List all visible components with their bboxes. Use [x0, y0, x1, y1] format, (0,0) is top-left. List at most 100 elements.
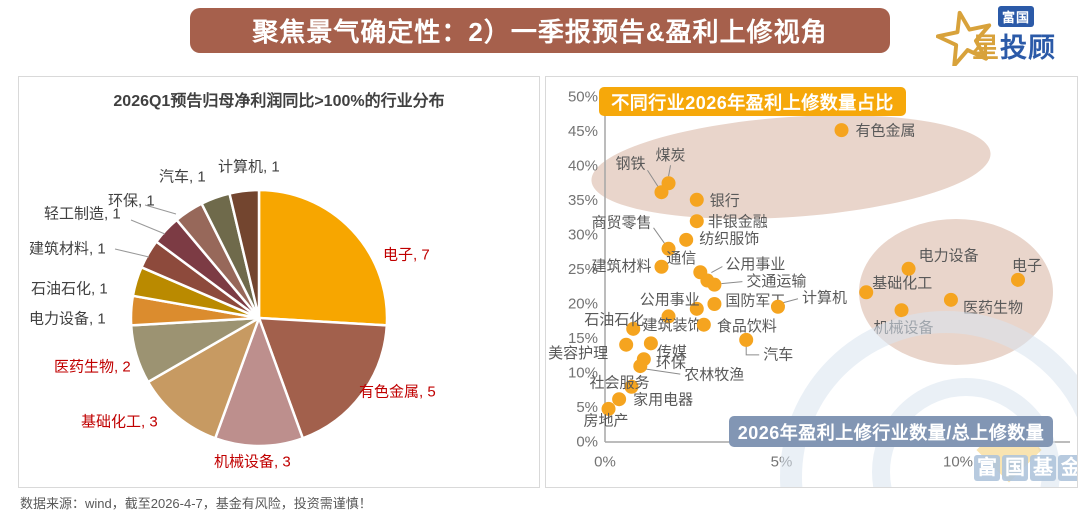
scatter-point-label: 基础化工 [872, 275, 932, 292]
pie-label: 计算机, 1 [218, 158, 280, 176]
highlight-ellipse-top [591, 115, 991, 219]
pie-label: 电力设备, 1 [29, 311, 106, 328]
scatter-point [689, 192, 704, 207]
scatter-point-label: 交通运输 [746, 272, 806, 290]
label-leader-line [711, 266, 723, 273]
x-tick-label: 10% [943, 454, 973, 471]
scatter-point-label: 家用电器 [633, 392, 693, 409]
scatter-point [834, 123, 849, 138]
scatter-point [661, 241, 676, 256]
y-tick-label: 45% [568, 123, 598, 140]
scatter-point [679, 232, 694, 247]
scatter-point-label: 公用事业 [640, 291, 700, 308]
scatter-point-label: 房地产 [584, 412, 629, 429]
scatter-point-label: 医药生物 [963, 299, 1023, 316]
scatter-point-label: 农林牧渔 [684, 367, 744, 384]
y-tick-label: 15% [568, 330, 598, 347]
scatter-point [689, 301, 704, 316]
scatter-point-label: 传媒 [657, 344, 687, 361]
scatter-panel: 0% 5% 10% 15% 20% 25% 30% 35% 40% 45% 50% 0% 5% 10% 有色… [545, 76, 1078, 488]
scatter-point-label: 商贸零售 [592, 214, 652, 231]
pie-leader-line [114, 248, 150, 258]
pie-slice [146, 316, 261, 440]
scatter-point [943, 292, 958, 307]
source-note: 数据来源：wind，截至2026-4-7，基金有风险，投资需谨慎！ [20, 496, 372, 511]
scatter-point-label: 社会服务 [589, 374, 649, 391]
scatter-point [859, 285, 874, 300]
label-leader-line [745, 344, 760, 356]
scatter-point-label: 石油石化 [584, 311, 644, 328]
scatter-point [643, 336, 658, 351]
scatter-point [894, 303, 909, 318]
scatter-point-label: 建筑材料 [591, 258, 651, 275]
label-leader-line [646, 368, 681, 375]
pie-label: 医药生物, 2 [54, 359, 131, 376]
pie-label: 轻工制造, 1 [44, 206, 121, 223]
scatter-point-label: 电子 [1012, 257, 1042, 274]
scatter-title-banner: 不同行业2026年盈利上修数量占比 [599, 87, 906, 116]
brand-logo: 富国 星 投顾 [936, 4, 1076, 66]
scatter-point-label: 计算机 [802, 288, 847, 306]
scatter-point [696, 317, 711, 332]
scatter-point [624, 379, 639, 394]
scatter-point [1011, 272, 1026, 287]
scatter-point-label: 建筑装饰 [643, 317, 703, 334]
pie-leader-line [130, 219, 166, 235]
scatter-point-label: 纺织服饰 [699, 230, 759, 247]
scatter-point-label: 公用事业 [725, 256, 785, 273]
scatter-point-label: 电力设备 [919, 247, 979, 264]
scatter-point-label: 国防军工 [725, 293, 785, 310]
star-icon [936, 10, 992, 66]
label-leader-line [653, 227, 666, 246]
pie-chart: 电子, 7 有色金属, 5 机械设备, 3 基础化工, 3 医药生物, 2 电力设备, 1… [29, 158, 436, 471]
scatter-point-label: 环保 [656, 355, 686, 372]
pie-label: 电子, 7 [383, 247, 430, 264]
logo-touku-text: 投顾 [1000, 33, 1056, 63]
y-tick-label: 5% [576, 399, 598, 416]
pie-label: 机械设备, 3 [214, 454, 291, 471]
pie-label: 基础化工, 3 [81, 414, 158, 431]
scatter-point-label: 钢铁 [615, 156, 645, 173]
y-tick-label: 0% [576, 434, 598, 451]
scatter-point [633, 359, 648, 374]
scatter-point [770, 299, 785, 314]
pie-slice [228, 188, 261, 320]
scatter-point-label: 银行 [710, 192, 740, 209]
header-banner: 聚焦景气确定性：2）一季报预告&盈利上修视角 [190, 8, 890, 53]
label-leader-line [647, 169, 659, 188]
pie-chart-title: 2026Q1预告归母净利润同比>100%的行业分布 [113, 93, 445, 110]
highlight-ellipse-right [859, 219, 1053, 365]
scatter-point [612, 392, 627, 407]
pie-label: 石油石化, 1 [31, 281, 108, 298]
scatter-point-label: 煤炭 [656, 147, 686, 164]
scatter-point [689, 214, 704, 229]
y-tick-label: 35% [568, 192, 598, 209]
scatter-point-label: 美容护理 [548, 345, 608, 362]
pie-slice [257, 316, 389, 440]
scatter-point-label: 非银金融 [708, 214, 768, 231]
logo-xing-text: 星 [972, 33, 999, 63]
y-tick-label: 40% [568, 158, 598, 175]
scatter-point [901, 261, 916, 276]
scatter-point [654, 259, 669, 274]
scatter-point-label: 食品饮料 [717, 318, 777, 335]
x-tick-label: 0% [594, 454, 616, 471]
label-leader-line [668, 165, 672, 177]
y-tick-label: 30% [568, 227, 598, 244]
scatter-point-label: 汽车 [763, 346, 793, 363]
label-leader-line [721, 281, 743, 285]
y-tick-label: 50% [568, 89, 598, 106]
pie-label: 汽车, 1 [159, 169, 206, 186]
scatter-point [601, 401, 616, 416]
pie-label: 建筑材料, 1 [29, 241, 106, 258]
logo-fuguo-badge: 富国 [998, 6, 1035, 27]
pie-slice [213, 316, 305, 448]
label-leader-line [782, 298, 799, 304]
scatter-point [739, 332, 754, 347]
pie-panel: 2026Q1预告归母净利润同比>100%的行业分布 电子, 7 有色金属, 5 机械… [18, 76, 540, 488]
pie-label: 有色金属, 5 [359, 384, 436, 401]
pie-leader-line [144, 204, 177, 215]
scatter-point-label: 有色金属 [856, 123, 916, 140]
y-tick-label: 10% [568, 365, 598, 382]
